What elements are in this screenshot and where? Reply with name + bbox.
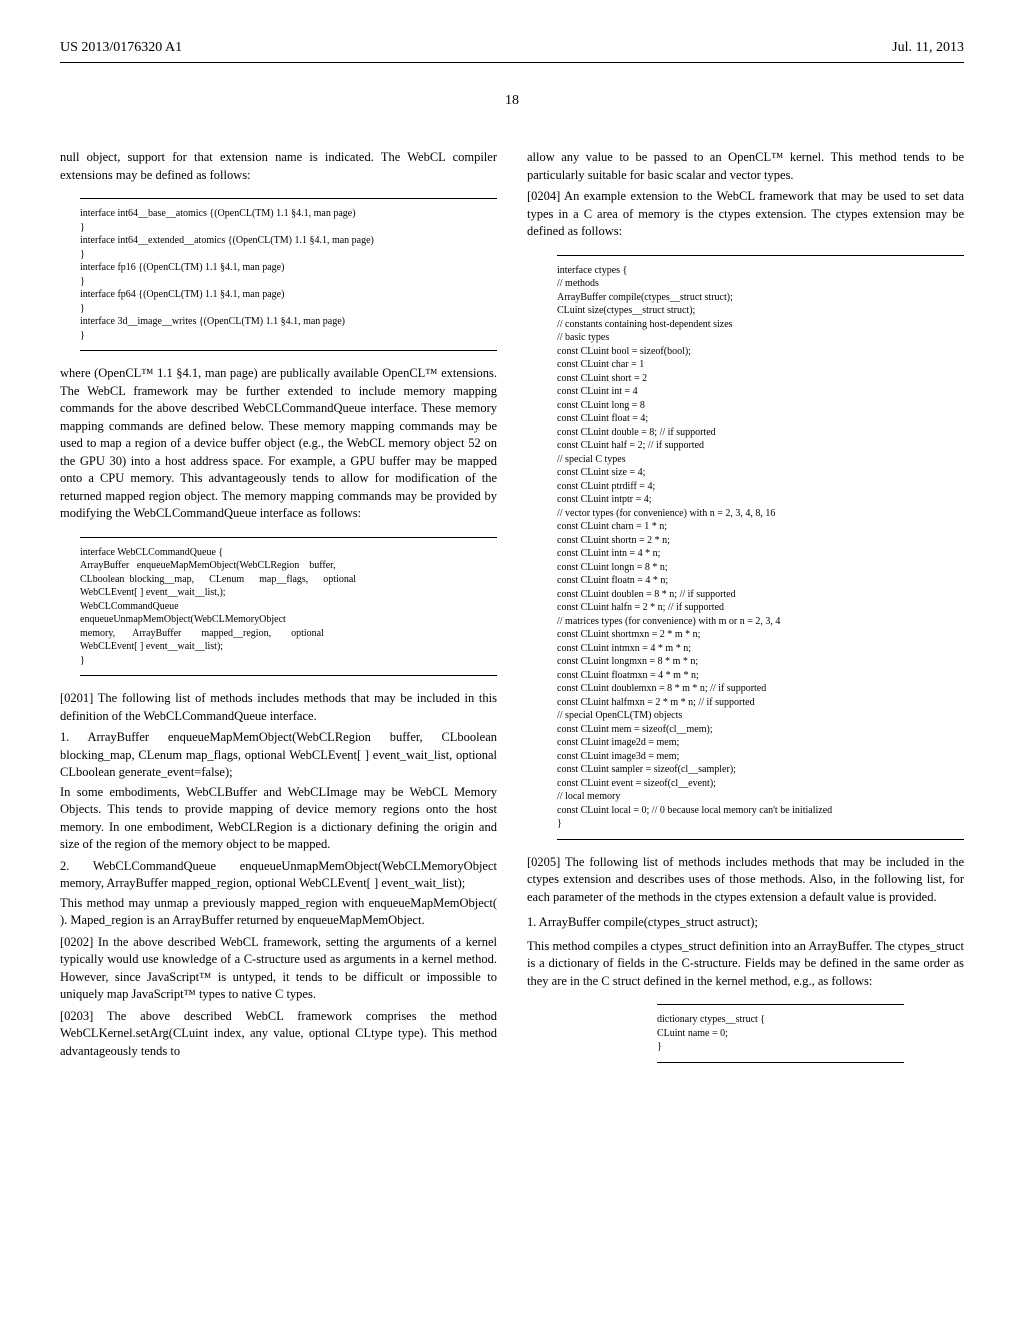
code-dictionary: dictionary ctypes__struct { CLuint name …	[657, 1004, 904, 1063]
code-commandqueue: interface WebCLCommandQueue { ArrayBuffe…	[80, 537, 497, 677]
paragraph-0205: [0205] The following list of methods inc…	[527, 854, 964, 907]
label-0202: [0202]	[60, 935, 93, 949]
method-item-2-desc: This method may unmap a previously mappe…	[60, 895, 497, 930]
paragraph-0201: [0201] The following list of methods inc…	[60, 690, 497, 725]
page-header: US 2013/0176320 A1 Jul. 11, 2013	[60, 40, 964, 63]
text-0201: The following list of methods includes m…	[60, 691, 497, 723]
intro-paragraph: null object, support for that extension …	[60, 149, 497, 184]
label-0201: [0201]	[60, 691, 93, 705]
publication-number: US 2013/0176320 A1	[60, 40, 182, 56]
label-0204: [0204]	[527, 189, 560, 203]
method-item-1-desc: In some embodiments, WebCLBuffer and Web…	[60, 784, 497, 854]
text-0204: An example extension to the WebCL framew…	[527, 189, 964, 238]
code-ctypes: interface ctypes { // methods ArrayBuffe…	[557, 255, 964, 840]
text-0203: The above described WebCL framework comp…	[60, 1009, 497, 1058]
paragraph-0204: [0204] An example extension to the WebCL…	[527, 188, 964, 241]
right-column: allow any value to be passed to an OpenC…	[527, 149, 964, 1077]
method-item-2: 2. WebCLCommandQueue enqueueUnmapMemObje…	[60, 858, 497, 893]
publication-date: Jul. 11, 2013	[892, 40, 964, 56]
code-extensions: interface int64__base__atomics {(OpenCL(…	[80, 198, 497, 351]
right-method-1: 1. ArrayBuffer compile(ctypes_struct ast…	[527, 914, 964, 932]
method-item-1: 1. ArrayBuffer enqueueMapMemObject(WebCL…	[60, 729, 497, 782]
left-column: null object, support for that extension …	[60, 149, 497, 1077]
label-0203: [0203]	[60, 1009, 93, 1023]
paragraph-0203: [0203] The above described WebCL framewo…	[60, 1008, 497, 1061]
page-number: 18	[60, 93, 964, 109]
text-0205: The following list of methods includes m…	[527, 855, 964, 904]
right-method-1-desc: This method compiles a ctypes_struct def…	[527, 938, 964, 991]
text-0202: In the above described WebCL framework, …	[60, 935, 497, 1002]
paragraph-0202: [0202] In the above described WebCL fram…	[60, 934, 497, 1004]
paragraph-opencl-desc: where (OpenCL™ 1.1 §4.1, man page) are p…	[60, 365, 497, 523]
label-0205: [0205]	[527, 855, 560, 869]
right-intro: allow any value to be passed to an OpenC…	[527, 149, 964, 184]
